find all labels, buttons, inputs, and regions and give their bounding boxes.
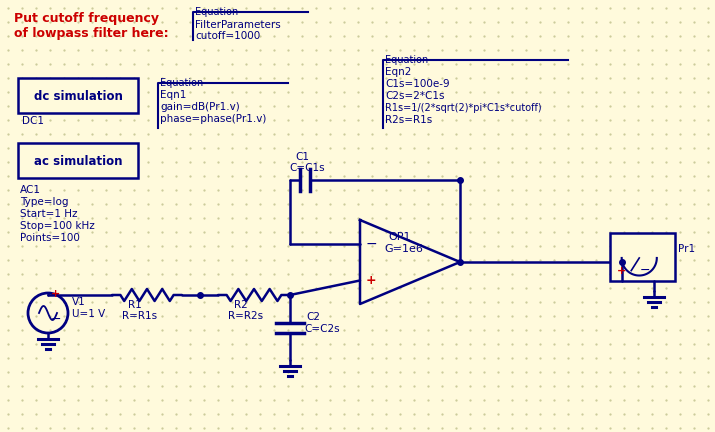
Text: OP1: OP1 <box>388 232 410 242</box>
Text: ac simulation: ac simulation <box>34 155 122 168</box>
Text: R1s=1/(2*sqrt(2)*pi*C1s*cutoff): R1s=1/(2*sqrt(2)*pi*C1s*cutoff) <box>385 103 542 113</box>
Bar <box>18 143 138 178</box>
Text: C1s=100e-9: C1s=100e-9 <box>385 79 450 89</box>
Bar <box>610 233 675 281</box>
Bar <box>18 78 138 113</box>
Text: C2: C2 <box>306 311 320 321</box>
Text: Eqn1: Eqn1 <box>160 90 187 100</box>
Text: Pr1: Pr1 <box>678 244 695 254</box>
Text: C=C2s: C=C2s <box>304 324 340 334</box>
Text: cutoff=1000: cutoff=1000 <box>195 31 260 41</box>
Text: Equation: Equation <box>160 78 203 88</box>
Text: +: + <box>617 266 626 276</box>
Text: C=C1s: C=C1s <box>289 163 325 173</box>
Text: Eqn2: Eqn2 <box>385 67 411 77</box>
Text: R2s=R1s: R2s=R1s <box>385 115 433 125</box>
Text: C2s=2*C1s: C2s=2*C1s <box>385 91 445 101</box>
Text: dc simulation: dc simulation <box>34 90 122 103</box>
Text: DC1: DC1 <box>22 116 44 126</box>
Text: U=1 V: U=1 V <box>72 309 105 319</box>
Text: of lowpass filter here:: of lowpass filter here: <box>14 27 169 40</box>
Text: Stop=100 kHz: Stop=100 kHz <box>20 221 95 231</box>
Text: Type=log: Type=log <box>20 197 69 207</box>
Text: Points=100: Points=100 <box>20 233 80 243</box>
Text: R1: R1 <box>128 300 142 310</box>
Text: gain=dB(Pr1.v): gain=dB(Pr1.v) <box>160 102 240 112</box>
Text: phase=phase(Pr1.v): phase=phase(Pr1.v) <box>160 114 267 124</box>
Text: FilterParameters: FilterParameters <box>195 20 281 30</box>
Text: R=R1s: R=R1s <box>122 311 157 321</box>
Text: Equation: Equation <box>385 55 428 65</box>
Text: −: − <box>366 237 378 251</box>
Text: −: − <box>51 313 61 326</box>
Text: R2: R2 <box>234 300 248 310</box>
Text: C1: C1 <box>295 152 309 162</box>
Text: +: + <box>51 289 60 299</box>
Text: R=R2s: R=R2s <box>228 311 263 321</box>
Text: Equation: Equation <box>195 7 238 17</box>
Text: Put cutoff frequency: Put cutoff frequency <box>14 12 159 25</box>
Text: −: − <box>640 264 651 277</box>
Text: Start=1 Hz: Start=1 Hz <box>20 209 77 219</box>
Text: AC1: AC1 <box>20 185 41 195</box>
Text: +: + <box>366 274 377 287</box>
Text: V1: V1 <box>72 297 86 307</box>
Text: G=1e6: G=1e6 <box>384 244 423 254</box>
